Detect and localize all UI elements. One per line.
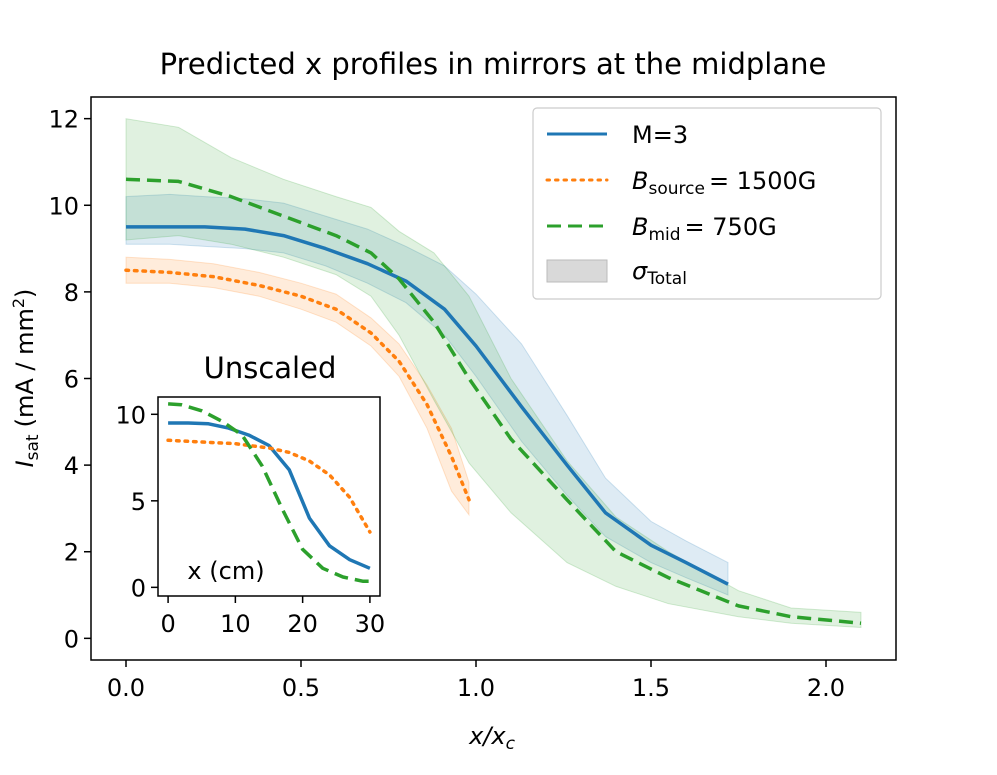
- band-bmid: [125, 118, 862, 629]
- inset-series-line-m3: [168, 421, 371, 570]
- inset-y-tick-label: 0: [131, 574, 146, 602]
- series-line-bsource: [124, 268, 471, 502]
- series-line-m3: [126, 225, 729, 586]
- inset-background: [158, 397, 380, 596]
- inset-series-line-bmid: [167, 402, 370, 584]
- inset-y-axis: 0 5 10: [115, 401, 158, 602]
- legend-label-bmid-rest: = 750G: [685, 213, 777, 241]
- y-tick-label: 4: [64, 452, 79, 480]
- legend-label-bsource-sub: source: [648, 179, 704, 199]
- main-y-axis: 0 2 4 6 8 10 12: [48, 106, 91, 653]
- legend-label-bmid: Bmid = 750G: [632, 213, 777, 245]
- y-tick-label: 2: [64, 539, 79, 567]
- legend-label-sigma-var: σ: [632, 257, 648, 285]
- legend-frame: [532, 107, 882, 300]
- inset-title: Unscaled: [204, 351, 337, 385]
- series-line-bmid: [125, 177, 862, 625]
- y-axis-label-units: (mA / mm: [11, 308, 39, 427]
- y-axis-label-units-close: ): [11, 289, 39, 298]
- legend-swatch-sigma: [546, 259, 608, 283]
- band-bsource: [125, 256, 470, 517]
- y-tick-label: 8: [64, 279, 79, 307]
- legend-label-sigma: σTotal: [632, 257, 687, 289]
- inset-y-tick-label: 5: [131, 488, 146, 516]
- legend-label-m3: M=3: [632, 121, 688, 149]
- inset-x-tick-label: 20: [287, 610, 318, 638]
- inset-x-label: x (cm): [187, 557, 264, 585]
- inset-x-tick-label: 10: [220, 610, 251, 638]
- y-tick-label: 6: [64, 366, 79, 394]
- inset-y-tick-label: 10: [115, 401, 146, 429]
- inset-chart: 0 10 20 30 0 5 10 Unscaled x (cm): [115, 351, 385, 638]
- chart-title: Predicted x profiles in mirrors at the m…: [160, 47, 827, 81]
- inset-x-axis: 0 10 20 30: [160, 596, 385, 638]
- legend-label-bsource-var: B: [632, 167, 648, 195]
- legend-label-bmid-sub: mid: [648, 225, 680, 245]
- x-tick-label: 1.0: [457, 674, 495, 702]
- inset-plot-frame: [157, 396, 381, 597]
- band-m3: [125, 193, 729, 596]
- y-axis-label-var: I: [11, 460, 39, 467]
- inset-x-tick-label: 0: [160, 610, 175, 638]
- legend: M=3 Bsource = 1500G Bmid = 750G σTotal: [532, 107, 882, 300]
- y-axis-label-sub: sat: [23, 434, 43, 460]
- y-tick-label: 10: [48, 192, 79, 220]
- main-confidence-bands: [125, 118, 862, 629]
- y-tick-label: 12: [48, 106, 79, 134]
- y-axis-label: Isat (mA / mm2): [9, 289, 43, 468]
- inset-x-tick-label: 30: [355, 610, 386, 638]
- y-tick-label: 0: [64, 625, 79, 653]
- main-series-lines: [124, 177, 862, 625]
- x-tick-label: 0.0: [107, 674, 145, 702]
- y-axis-label-units-sup: 2: [9, 298, 28, 308]
- x-axis-label: x/xc: [468, 722, 516, 754]
- inset-series-line-bsource: [166, 438, 372, 534]
- inset-series-lines: [166, 402, 372, 584]
- main-x-axis: 0.0 0.5 1.0 1.5 2.0: [107, 660, 845, 702]
- legend-label-bmid-var: B: [632, 213, 648, 241]
- legend-label-sigma-sub: Total: [646, 269, 687, 289]
- legend-label-bsource-rest: = 1500G: [709, 167, 816, 195]
- x-axis-label-sub: c: [506, 734, 516, 754]
- legend-label-bsource: Bsource = 1500G: [632, 167, 816, 199]
- x-axis-label-var: x/x: [468, 722, 506, 750]
- x-tick-label: 1.5: [632, 674, 670, 702]
- x-tick-label: 0.5: [282, 674, 320, 702]
- x-tick-label: 2.0: [807, 674, 845, 702]
